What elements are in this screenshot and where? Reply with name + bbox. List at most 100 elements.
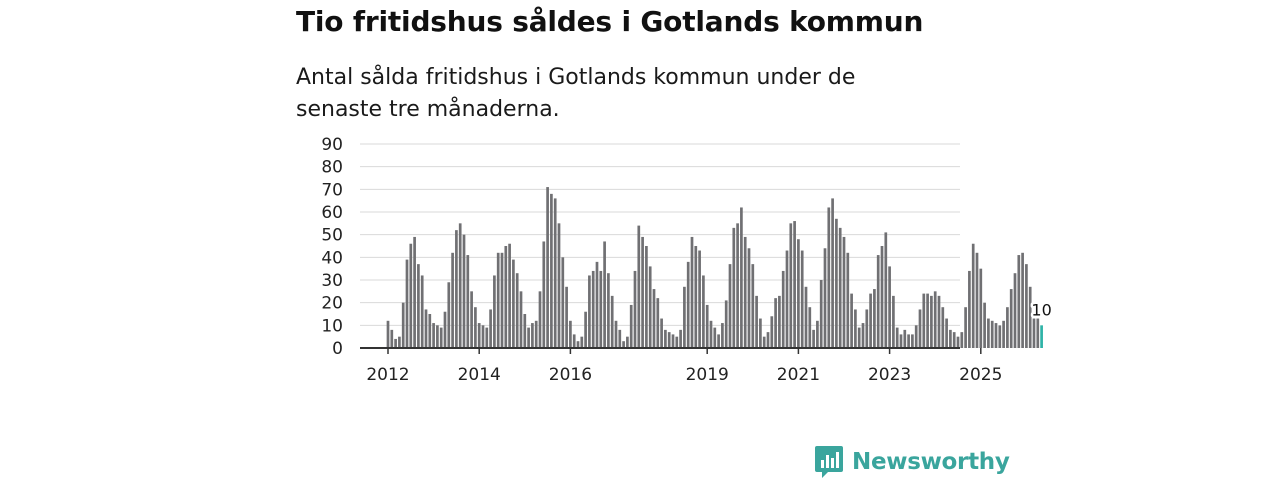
bar — [762, 336, 766, 348]
bar — [781, 270, 785, 348]
bar — [664, 329, 667, 348]
bar — [576, 341, 580, 348]
bar — [949, 329, 952, 348]
y-tick-label: 80 — [321, 158, 343, 178]
bar — [504, 246, 508, 348]
bar — [690, 236, 694, 348]
bar — [941, 307, 945, 348]
bar — [660, 318, 663, 348]
bar — [797, 239, 800, 348]
bar — [500, 252, 504, 348]
bar — [1013, 273, 1017, 348]
bar — [417, 264, 420, 348]
bar — [599, 270, 603, 348]
bar — [493, 275, 496, 348]
bar — [930, 295, 933, 348]
bar — [994, 323, 998, 348]
bar — [751, 264, 755, 348]
bar — [626, 336, 629, 348]
bar — [667, 332, 671, 348]
brand-logo[interactable]: Newsworthy — [814, 444, 1010, 480]
bar — [618, 329, 622, 348]
bar — [998, 325, 1002, 348]
bar — [702, 275, 705, 348]
bar — [937, 295, 941, 348]
bar — [436, 325, 439, 348]
bar — [717, 334, 720, 348]
bar — [854, 309, 857, 348]
bar — [477, 323, 481, 348]
bar — [907, 334, 910, 348]
bar — [808, 307, 812, 348]
bar — [964, 307, 967, 348]
bar — [550, 193, 553, 348]
bar — [774, 298, 777, 348]
bar — [800, 250, 804, 348]
bar — [610, 295, 614, 348]
bar — [876, 255, 880, 348]
bar — [911, 334, 914, 348]
bar — [884, 232, 888, 348]
bar — [451, 252, 454, 348]
bar — [1002, 320, 1005, 348]
bar — [561, 257, 565, 348]
bar — [835, 218, 838, 348]
bar — [1025, 264, 1028, 348]
bar — [515, 273, 519, 348]
bar — [1028, 286, 1032, 348]
bar — [831, 198, 834, 348]
bar — [588, 275, 591, 348]
bar — [686, 261, 690, 348]
bar — [538, 291, 542, 348]
bar — [952, 332, 956, 348]
bar — [732, 227, 736, 348]
bar — [595, 261, 599, 348]
bar — [1036, 318, 1040, 348]
bar — [508, 243, 511, 348]
bar — [990, 320, 994, 348]
bar — [892, 295, 895, 348]
y-tick-label: 40 — [321, 248, 343, 268]
bar — [1021, 252, 1024, 348]
bar — [591, 270, 595, 348]
bar — [580, 336, 584, 348]
y-tick-label: 20 — [321, 294, 343, 314]
bar — [671, 334, 675, 348]
bar — [861, 323, 865, 348]
y-tick-label: 50 — [321, 226, 343, 246]
bar — [409, 243, 413, 348]
bar — [656, 298, 660, 348]
bar — [489, 309, 492, 348]
bar — [724, 300, 728, 348]
y-tick-label: 0 — [332, 339, 343, 359]
bar — [789, 223, 793, 348]
bar — [394, 338, 397, 348]
bar — [918, 309, 922, 348]
bar — [565, 286, 568, 348]
bar — [398, 336, 401, 348]
bar — [903, 329, 907, 348]
x-tick-label: 2014 — [458, 365, 501, 385]
bar — [534, 320, 538, 348]
y-tick-label: 10 — [321, 316, 343, 336]
bar — [793, 221, 796, 348]
x-axis-labels: 2012 2014 2016 2019 2021 2023 2025 — [366, 348, 1002, 385]
bar — [914, 325, 918, 348]
bar — [1009, 289, 1013, 348]
bar — [922, 293, 926, 348]
bar — [770, 316, 774, 348]
bar — [443, 311, 447, 348]
bar — [747, 248, 751, 348]
x-tick-label: 2021 — [777, 365, 820, 385]
bar — [546, 187, 549, 348]
bar — [432, 323, 435, 348]
bar — [569, 320, 572, 348]
bar — [614, 320, 618, 348]
bar — [531, 323, 534, 348]
bar — [698, 250, 701, 348]
bar — [728, 264, 732, 348]
bar — [755, 295, 758, 348]
x-tick-label: 2025 — [959, 365, 1002, 385]
bar — [1017, 255, 1021, 348]
